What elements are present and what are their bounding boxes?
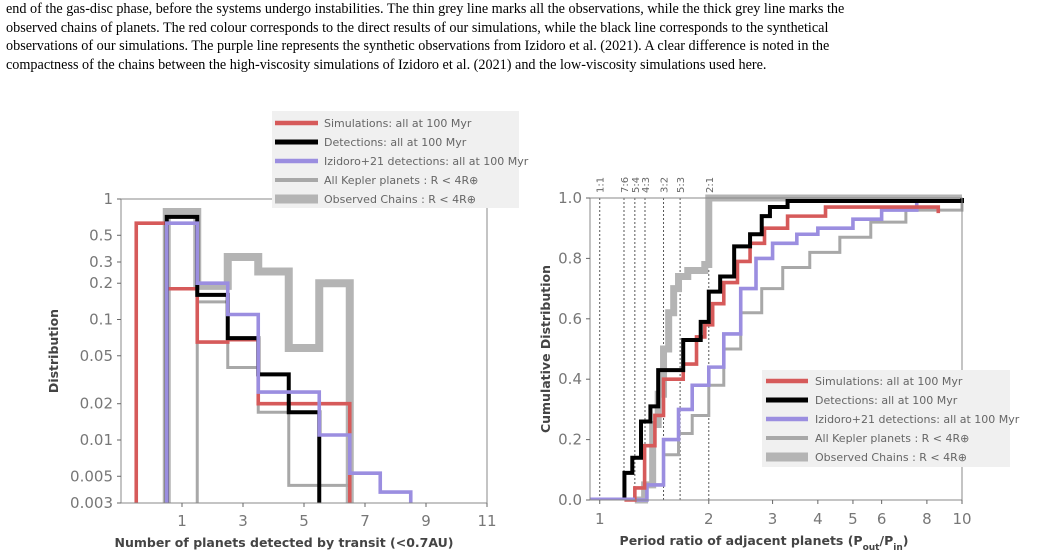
right-ytick-label: 0.8	[558, 249, 582, 267]
left-series-izidoro	[164, 221, 413, 503]
right-ytick-label: 1.0	[558, 189, 582, 207]
left-ytick-label: 0.02	[80, 395, 113, 413]
left-ytick-label: 0.1	[89, 310, 113, 328]
right-series-detections	[622, 198, 964, 500]
right-xtick-label: 1	[595, 510, 605, 528]
right-series-chains	[634, 194, 962, 504]
caption-line-2: observed chains of planets. The red colo…	[6, 19, 829, 36]
left-legend-label-simulations: Simulations: all at 100 Myr	[324, 117, 472, 130]
right-axes-frame	[589, 197, 963, 501]
resonance-label: 3:2	[660, 177, 671, 193]
right-xtick-label: 8	[922, 510, 932, 528]
left-xtick-label: 3	[238, 512, 248, 530]
right-series-izidoro	[634, 198, 964, 502]
right-series-simulations	[624, 205, 941, 502]
figure-caption: end of the gas-disc phase, before the sy…	[6, 0, 1052, 74]
right-legend-label-detections: Detections: all at 100 Myr	[815, 394, 958, 407]
left-ytick-label: 0.005	[70, 467, 113, 485]
resonance-label: 5:3	[676, 177, 687, 193]
left-xtick-label: 11	[477, 512, 496, 530]
resonance-label: 1:1	[596, 177, 607, 193]
resonance-label: 7:6	[620, 177, 631, 193]
left-legend: Simulations: all at 100 Myr Detections: a…	[272, 111, 529, 208]
left-ytick-label: 0.3	[89, 253, 113, 271]
left-series-detections	[164, 214, 322, 503]
right-legend-label-chains: Observed Chains : R < 4R⊕	[815, 451, 967, 464]
right-ytick-label: 0.0	[558, 491, 582, 509]
right-xtick-label: 4	[813, 510, 823, 528]
left-ytick-label: 0.003	[70, 494, 113, 512]
left-legend-label-chains: Observed Chains : R < 4R⊕	[324, 193, 476, 206]
caption-line-4: compactness of the chains between the hi…	[6, 56, 767, 73]
resonance-label: 2:1	[705, 177, 716, 193]
right-chart: 1:1 7:6 5:4 4:3 3:2 5:3 2:1 1 2 3 4 5 6 8 10 0.0 0.2 0.4 0…	[538, 177, 1020, 553]
right-xtick-label: 2	[704, 510, 714, 528]
right-ytick-label: 0.4	[558, 370, 582, 388]
left-xtick-label: 1	[177, 512, 187, 530]
left-legend-label-izidoro: Izidoro+21 detections: all at 100 Myr	[324, 155, 529, 168]
caption-line-3: observations of our simulations. The pur…	[6, 38, 830, 55]
left-series-kepler	[195, 300, 352, 503]
left-ytick-label: 1	[103, 190, 113, 208]
right-ylabel: Cumulative Distribution	[538, 265, 553, 433]
right-xtick-label: 6	[877, 510, 887, 528]
right-xtick-label: 5	[848, 510, 858, 528]
resonance-label: 4:3	[641, 177, 652, 193]
left-ytick-label: 0.01	[80, 431, 113, 449]
right-ytick-label: 0.6	[558, 310, 582, 328]
resonance-label: 5:4	[631, 177, 642, 193]
right-legend-label-izidoro: Izidoro+21 detections: all at 100 Myr	[815, 413, 1020, 426]
left-ylabel: Distribution	[46, 309, 61, 393]
left-ytick-label: 0.2	[89, 274, 113, 292]
left-xtick-label: 5	[299, 512, 309, 530]
left-chart: 1 3 5 7 9 1110.50.30.20.10.050.020.010.0050.0…	[46, 111, 529, 550]
left-xtick-label: 7	[360, 512, 370, 530]
left-ytick-label: 0.05	[80, 347, 113, 365]
right-ytick-label: 0.2	[558, 431, 582, 449]
left-ytick-label: 0.5	[89, 226, 113, 244]
left-xtick-label: 9	[421, 512, 431, 530]
right-legend: Simulations: all at 100 Myr Detections: a…	[762, 370, 1020, 467]
left-xlabel: Number of planets detected by transit (<…	[114, 535, 453, 550]
right-legend-label-kepler: All Kepler planets : R < 4R⊕	[815, 432, 969, 445]
caption-line-1: end of the gas-disc phase, before the sy…	[6, 1, 845, 17]
right-legend-label-simulations: Simulations: all at 100 Myr	[815, 375, 963, 388]
left-legend-label-detections: Detections: all at 100 Myr	[324, 136, 467, 149]
right-xtick-label: 10	[952, 510, 971, 528]
right-xlabel: Period ratio of adjacent planets (Pout/P…	[620, 533, 909, 553]
right-xtick-label: 3	[768, 510, 778, 528]
left-legend-label-kepler: All Kepler planets : R < 4R⊕	[324, 174, 478, 187]
